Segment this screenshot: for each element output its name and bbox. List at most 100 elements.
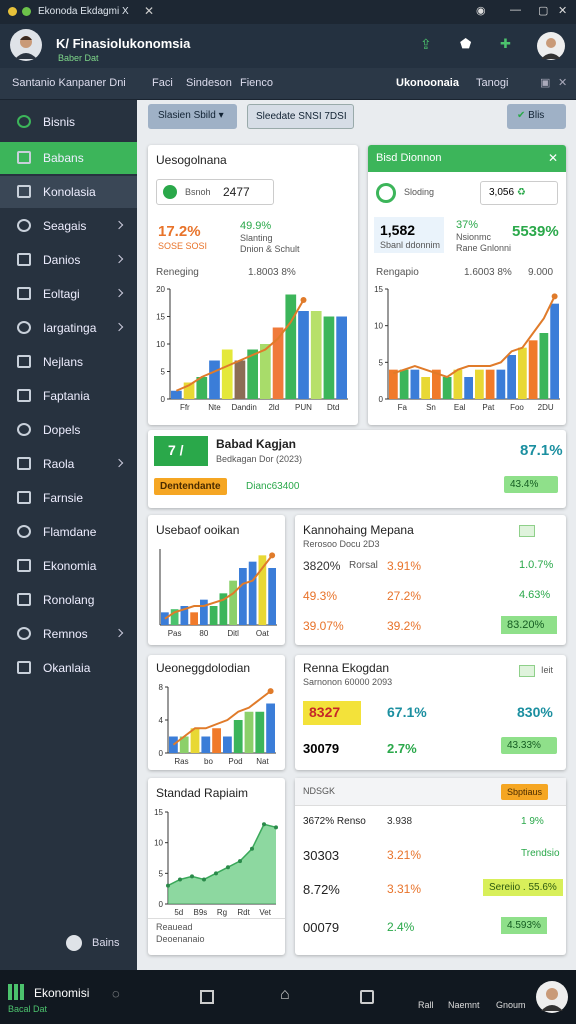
area-line xyxy=(167,823,277,887)
sidebar-item[interactable]: Bisnis xyxy=(0,106,137,138)
bar xyxy=(255,711,265,753)
tab[interactable]: Santanio Kanpaner Dni xyxy=(12,77,126,89)
sidebar-item[interactable]: Eoltagi xyxy=(0,278,137,310)
tab[interactable]: Faci xyxy=(152,77,173,89)
sidebar-item[interactable]: Konolasia xyxy=(0,176,137,208)
task-icon[interactable]: ◌ xyxy=(112,986,120,1001)
bar xyxy=(233,720,243,753)
sidebar-item[interactable]: Faptania xyxy=(0,380,137,412)
window-dot[interactable] xyxy=(8,7,17,16)
sidebar-icon xyxy=(17,457,31,470)
card-title: Bisd Dionnon xyxy=(376,152,442,164)
chevron xyxy=(114,254,124,264)
badge-text: Ieit xyxy=(541,665,554,675)
search-box[interactable]: Bsnoh 2477 xyxy=(156,179,274,205)
avatar[interactable] xyxy=(10,29,42,61)
notify-icon[interactable]: ✚ xyxy=(500,36,511,51)
stat-note: Dnion & Schult xyxy=(240,244,300,254)
upload-icon[interactable]: ⇪ xyxy=(420,36,432,52)
element: ♻ xyxy=(516,187,526,198)
sidebar-item[interactable]: Flamdane xyxy=(0,516,137,548)
close-card[interactable]: ✕ xyxy=(548,151,559,165)
bar xyxy=(310,311,322,399)
x-tick-label: Ditl xyxy=(227,629,239,638)
task-label[interactable]: Gnoum xyxy=(496,1000,526,1010)
app-title: K/ Finasiolukonomsia xyxy=(56,36,191,51)
x-tick-label: Nat xyxy=(256,757,269,766)
bar xyxy=(190,728,200,753)
stat-box: 1,582 Sbanl ddonnim xyxy=(374,217,444,253)
sidebar-item[interactable]: Danios xyxy=(0,244,137,276)
cell: Trendsio xyxy=(521,848,560,859)
date-filter[interactable]: Sleedate SNSI 7DSI xyxy=(247,104,354,129)
stat: 3.91% xyxy=(387,559,422,573)
sidebar-item[interactable]: Nejlans xyxy=(0,346,137,378)
cell: 3.938 xyxy=(387,816,413,827)
stat: 4.63% xyxy=(519,589,551,601)
sidebar-item[interactable]: Iargatinga xyxy=(0,312,137,344)
banner-subtitle: Bedkagan Dor (2023) xyxy=(216,454,303,464)
search-label: Sloding xyxy=(404,187,435,197)
x-tick-label: Foo xyxy=(510,403,524,412)
avatar[interactable] xyxy=(536,981,568,1013)
window-dot[interactable] xyxy=(22,7,31,16)
sidebar-label: Danios xyxy=(43,253,81,267)
x-tick-label: Eal xyxy=(454,403,466,412)
minimize[interactable]: — xyxy=(510,4,521,16)
apps-icon[interactable] xyxy=(8,984,24,1000)
y-tick-label: 15 xyxy=(374,285,383,294)
window-menu[interactable]: ◉ xyxy=(476,5,486,17)
task-label[interactable]: Naemnt xyxy=(448,1000,480,1010)
sidebar-icon xyxy=(17,525,31,538)
value-box[interactable]: 3,056 ♻ xyxy=(480,181,558,205)
row-value: 1.8003 8% xyxy=(248,267,296,278)
tab-icon[interactable]: ✕ xyxy=(558,77,568,89)
y-tick-label: 15 xyxy=(154,808,163,817)
chart: 0 5 10 15 Fa Sn Eal Pat Foo 2DU xyxy=(374,285,560,412)
tag: Sbptiaus xyxy=(501,784,549,800)
tab[interactable]: Fienco xyxy=(240,77,274,89)
sidebar-icon xyxy=(17,185,31,198)
maximize[interactable]: ▢ xyxy=(538,5,549,17)
sidebar-item[interactable]: Seagais xyxy=(0,210,137,242)
banner-title: Babad Kagjan xyxy=(216,437,297,451)
tab-icon[interactable]: ▣ xyxy=(540,77,551,89)
action-button[interactable]: ✔ Blis xyxy=(507,104,566,129)
task-icon[interactable] xyxy=(200,990,214,1004)
bar xyxy=(209,360,220,399)
trend-point xyxy=(551,293,558,300)
task-subtitle: Bacal Dat xyxy=(8,1004,48,1014)
sidebar-footer[interactable]: Bains xyxy=(92,937,120,949)
task-icon[interactable] xyxy=(360,990,374,1004)
sidebar-item[interactable]: Ronolang xyxy=(0,584,137,616)
sidebar-label: Eoltagi xyxy=(43,287,80,301)
chart: 0 4 8 Ras bo Pod Nat xyxy=(159,683,276,766)
stat-note: Rorsal xyxy=(349,560,378,571)
sidebar-item[interactable]: Farnsie xyxy=(0,482,137,514)
sidebar-icon xyxy=(17,661,31,674)
tab[interactable]: Tanogi xyxy=(476,77,509,89)
bar xyxy=(432,369,441,399)
x-tick-label: bo xyxy=(204,757,213,766)
sidebar-item[interactable]: Ekonomia xyxy=(0,550,137,582)
y-tick-label: 10 xyxy=(374,322,383,331)
y-tick-label: 15 xyxy=(156,313,165,322)
avatar[interactable] xyxy=(537,32,565,60)
tab[interactable]: Sindeson xyxy=(186,77,232,89)
sidebar-label: Okanlaia xyxy=(43,661,91,675)
task-label[interactable]: Rall xyxy=(418,1000,434,1010)
filter-button[interactable]: Slasien Sbild ▾ xyxy=(148,104,237,129)
close-tab[interactable]: ✕ xyxy=(144,4,155,18)
tab[interactable]: Ukonoonaia xyxy=(396,77,459,89)
sidebar-item[interactable]: Dopels xyxy=(0,414,137,446)
sidebar-item[interactable]: Babans xyxy=(0,142,137,174)
sidebar-item[interactable]: Raola xyxy=(0,448,137,480)
bar xyxy=(528,340,538,399)
chevron xyxy=(114,458,124,468)
sidebar-item[interactable]: Remnos xyxy=(0,618,137,650)
sidebar-item[interactable]: Okanlaia xyxy=(0,652,137,684)
sidebar-label: Bisnis xyxy=(43,115,76,129)
home-icon[interactable]: ⌂ xyxy=(280,986,290,1003)
close[interactable]: ✕ xyxy=(558,5,568,17)
shield-icon[interactable]: ⬟ xyxy=(460,36,472,51)
